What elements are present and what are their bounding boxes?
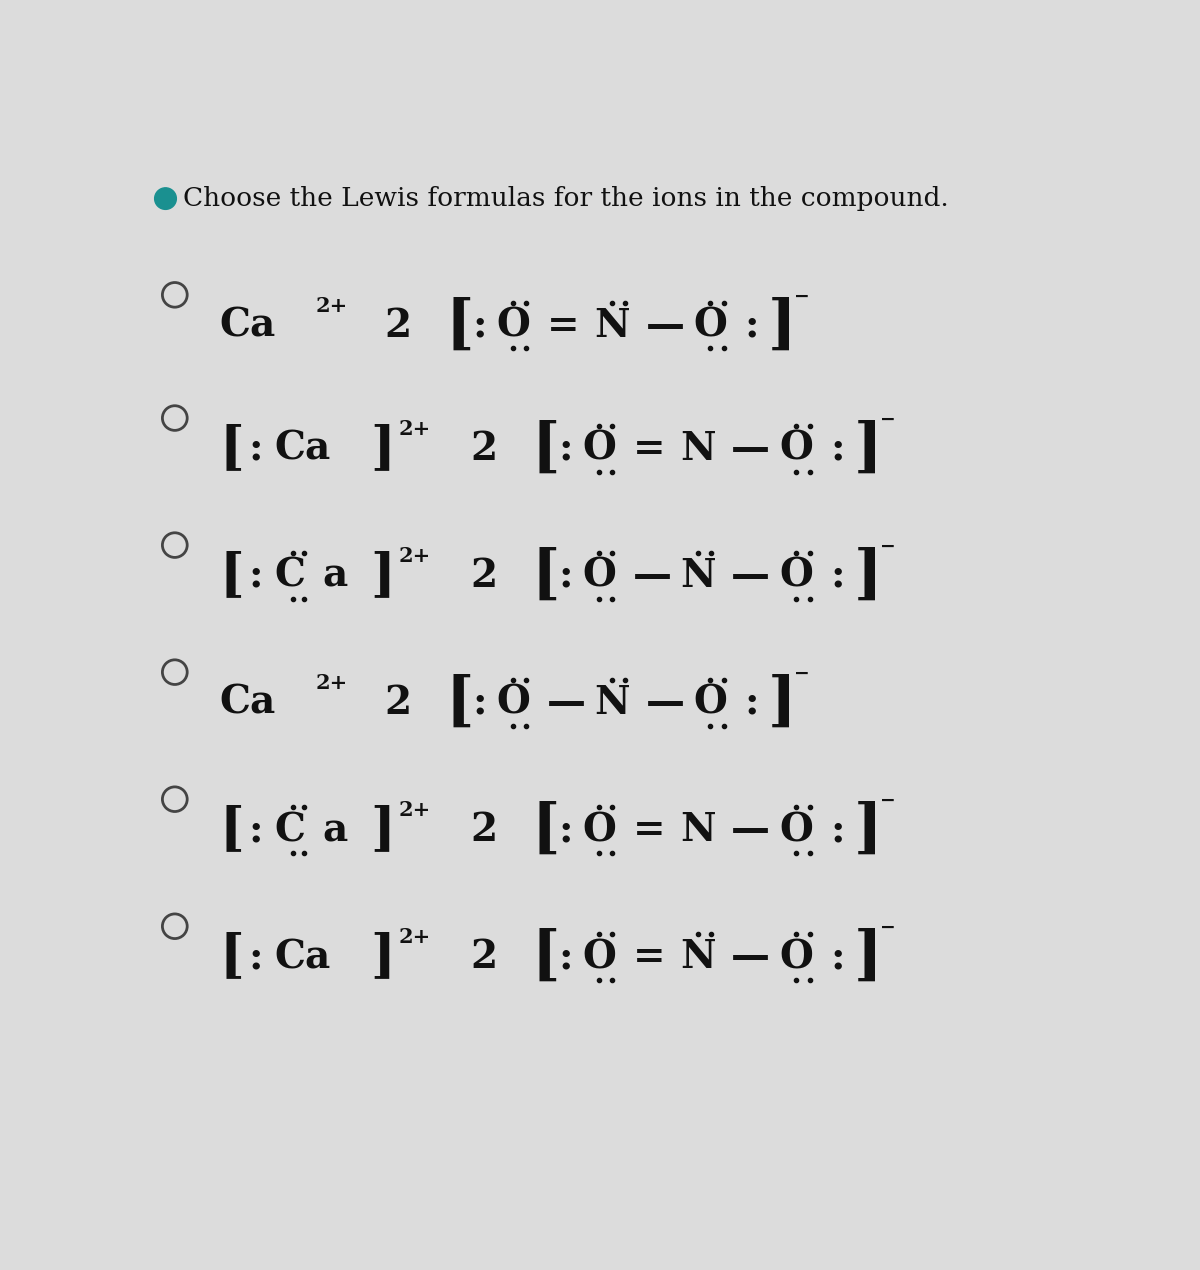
Text: —: — bbox=[646, 306, 684, 344]
Text: :: : bbox=[248, 429, 263, 467]
Text: :: : bbox=[472, 685, 487, 721]
Text: [: [ bbox=[532, 547, 560, 605]
Text: Ca: Ca bbox=[275, 429, 331, 467]
Text: —: — bbox=[632, 558, 672, 594]
Text: :: : bbox=[472, 306, 487, 344]
Text: Ca: Ca bbox=[275, 939, 331, 977]
Text: 2: 2 bbox=[384, 306, 412, 344]
Text: O: O bbox=[779, 939, 812, 977]
Text: Choose the Lewis formulas for the ions in the compound.: Choose the Lewis formulas for the ions i… bbox=[182, 187, 948, 211]
Text: ]: ] bbox=[768, 674, 797, 732]
Text: ]: ] bbox=[853, 420, 882, 478]
Text: [: [ bbox=[532, 420, 560, 478]
Text: 2+: 2+ bbox=[398, 546, 431, 566]
Text: :: : bbox=[248, 939, 263, 977]
Text: −: − bbox=[880, 918, 895, 937]
Text: O: O bbox=[582, 939, 616, 977]
Text: −: − bbox=[794, 287, 810, 305]
Text: ]: ] bbox=[370, 804, 395, 856]
Text: [: [ bbox=[446, 674, 474, 732]
Text: 2: 2 bbox=[470, 812, 497, 850]
Text: —: — bbox=[731, 939, 770, 977]
Text: ]: ] bbox=[853, 547, 882, 605]
Text: N: N bbox=[595, 306, 630, 344]
Text: O: O bbox=[582, 429, 616, 467]
Text: [: [ bbox=[220, 804, 245, 856]
Text: ]: ] bbox=[370, 550, 395, 602]
Text: 2+: 2+ bbox=[316, 296, 348, 316]
Text: —: — bbox=[646, 685, 684, 721]
Text: −: − bbox=[794, 664, 810, 683]
Text: O: O bbox=[694, 685, 727, 721]
Text: N: N bbox=[680, 558, 716, 594]
Text: N: N bbox=[680, 429, 716, 467]
Text: ]: ] bbox=[768, 297, 797, 354]
Text: O: O bbox=[779, 558, 812, 594]
Text: a: a bbox=[323, 558, 348, 594]
Text: —: — bbox=[731, 812, 770, 850]
Text: ]: ] bbox=[370, 932, 395, 983]
Text: N: N bbox=[595, 685, 630, 721]
Text: :: : bbox=[830, 558, 845, 594]
Text: :: : bbox=[248, 558, 263, 594]
Text: O: O bbox=[694, 306, 727, 344]
Text: [: [ bbox=[446, 297, 474, 354]
Text: =: = bbox=[547, 306, 580, 344]
Text: a: a bbox=[323, 812, 348, 850]
Text: N: N bbox=[680, 939, 716, 977]
Text: —: — bbox=[731, 429, 770, 467]
Text: ]: ] bbox=[853, 801, 882, 859]
Text: 2+: 2+ bbox=[316, 673, 348, 693]
Text: 2+: 2+ bbox=[398, 800, 431, 820]
Text: O: O bbox=[496, 685, 529, 721]
Text: :: : bbox=[830, 812, 845, 850]
Text: 2+: 2+ bbox=[398, 927, 431, 947]
Text: :: : bbox=[558, 812, 572, 850]
Text: ]: ] bbox=[853, 928, 882, 986]
Text: −: − bbox=[880, 791, 895, 810]
Circle shape bbox=[155, 188, 176, 210]
Text: 2: 2 bbox=[384, 685, 412, 721]
Text: :: : bbox=[830, 939, 845, 977]
Text: O: O bbox=[779, 429, 812, 467]
Text: 2+: 2+ bbox=[398, 419, 431, 439]
Text: [: [ bbox=[220, 932, 245, 983]
Text: [: [ bbox=[532, 928, 560, 986]
Text: ]: ] bbox=[370, 423, 395, 475]
Text: 2: 2 bbox=[470, 429, 497, 467]
Text: [: [ bbox=[220, 423, 245, 475]
Text: C: C bbox=[275, 812, 306, 850]
Text: :: : bbox=[558, 558, 572, 594]
Text: Ca: Ca bbox=[220, 685, 276, 721]
Text: −: − bbox=[880, 537, 895, 556]
Text: =: = bbox=[632, 429, 665, 467]
Text: O: O bbox=[496, 306, 529, 344]
Text: 2: 2 bbox=[470, 939, 497, 977]
Text: 2: 2 bbox=[470, 558, 497, 594]
Text: —: — bbox=[547, 685, 586, 721]
Text: —: — bbox=[731, 558, 770, 594]
Text: =: = bbox=[632, 939, 665, 977]
Text: :: : bbox=[744, 685, 758, 721]
Text: N: N bbox=[680, 812, 716, 850]
Text: O: O bbox=[582, 558, 616, 594]
Text: :: : bbox=[744, 306, 758, 344]
Text: [: [ bbox=[532, 801, 560, 859]
Text: O: O bbox=[779, 812, 812, 850]
Text: O: O bbox=[582, 812, 616, 850]
Text: :: : bbox=[830, 429, 845, 467]
Text: :: : bbox=[558, 429, 572, 467]
Text: C: C bbox=[275, 558, 306, 594]
Text: Ca: Ca bbox=[220, 306, 276, 344]
Text: =: = bbox=[632, 812, 665, 850]
Text: :: : bbox=[558, 939, 572, 977]
Text: [: [ bbox=[220, 550, 245, 602]
Text: −: − bbox=[880, 410, 895, 428]
Text: :: : bbox=[248, 812, 263, 850]
